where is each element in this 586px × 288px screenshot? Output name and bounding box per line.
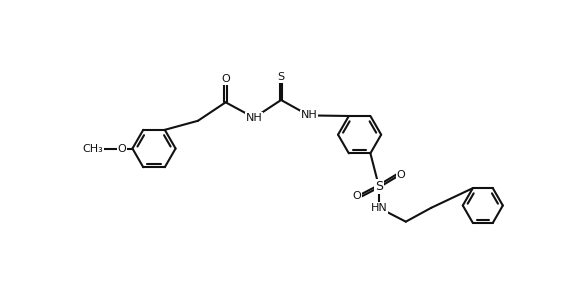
Text: HN: HN — [370, 203, 387, 213]
Text: O: O — [397, 170, 406, 180]
Text: S: S — [278, 72, 285, 82]
Text: NH: NH — [246, 113, 263, 123]
Text: NH: NH — [301, 110, 317, 120]
Text: S: S — [375, 180, 383, 193]
Text: O: O — [352, 191, 361, 201]
Text: CH₃: CH₃ — [82, 143, 103, 154]
Text: O: O — [222, 74, 230, 84]
Text: O: O — [117, 143, 126, 154]
